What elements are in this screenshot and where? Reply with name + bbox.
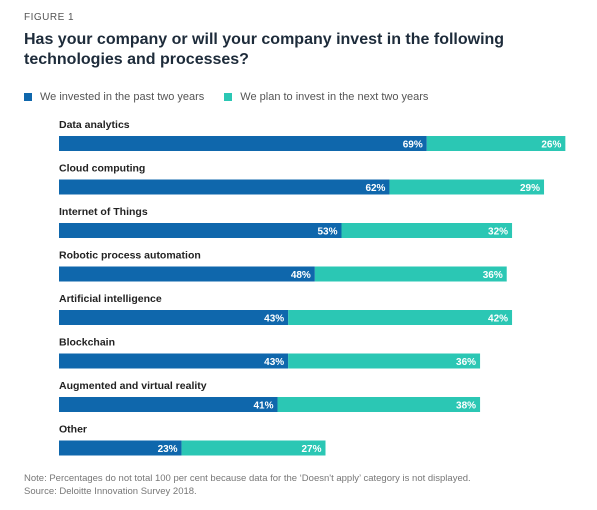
value-label-plan: 36%	[456, 357, 476, 368]
legend-label-invested: We invested in the past two years	[40, 91, 205, 103]
value-label-invested: 43%	[264, 314, 284, 325]
category-label: Robotic process automation	[59, 250, 201, 262]
value-label-plan: 32%	[488, 227, 508, 238]
value-label-plan: 38%	[456, 401, 476, 412]
bar-plan	[426, 136, 566, 151]
bar-invested	[59, 266, 315, 282]
value-label-plan: 27%	[301, 444, 321, 455]
value-label-invested: 43%	[264, 357, 284, 368]
value-label-invested: 53%	[317, 227, 337, 238]
source-text: Source: Deloitte Innovation Survey 2018.	[24, 486, 197, 497]
bar-plan	[341, 223, 513, 238]
bar-plan	[181, 440, 326, 456]
legend-item-invested: We invested in the past two years	[24, 91, 204, 103]
category-label: Internet of Things	[59, 206, 148, 218]
value-label-invested: 23%	[158, 444, 178, 455]
category-label: Other	[59, 424, 87, 436]
figure-label: FIGURE 1	[24, 12, 75, 23]
value-label-invested: 62%	[365, 183, 385, 194]
value-label-plan: 26%	[541, 140, 561, 151]
bar-plan	[314, 266, 507, 282]
bar-invested	[59, 397, 278, 412]
note-text: Note: Percentages do not total 100 per c…	[24, 473, 471, 484]
bar-plan	[288, 353, 481, 369]
value-label-invested: 41%	[254, 401, 274, 412]
bar-invested	[59, 353, 289, 369]
value-label-invested: 69%	[403, 140, 423, 151]
category-label: Data analytics	[59, 119, 130, 131]
value-label-plan: 29%	[520, 183, 540, 194]
bar-plan	[277, 397, 481, 412]
legend-swatch-plan	[224, 93, 233, 101]
category-label: Cloud computing	[59, 163, 145, 175]
chart-title: Has your company or will your company in…	[24, 31, 505, 68]
stacked-bar-chart: Data analytics 69% 26% Cloud computing 62% 29…	[59, 119, 566, 456]
value-label-plan: 42%	[488, 314, 508, 325]
category-label: Artificial intelligence	[59, 293, 162, 305]
chart-notes: Note: Percentages do not total 100 per c…	[24, 472, 471, 498]
bar-plan	[288, 310, 513, 325]
legend-swatch-invested	[24, 93, 32, 101]
bar-invested	[59, 136, 427, 151]
category-label: Blockchain	[59, 337, 115, 349]
value-label-plan: 36%	[483, 270, 503, 281]
category-label: Augmented and virtual reality	[59, 380, 207, 392]
bar-invested	[59, 440, 182, 456]
legend-label-plan: We plan to invest in the next two years	[240, 91, 429, 103]
bar-plan	[389, 179, 545, 195]
value-label-invested: 48%	[291, 270, 311, 281]
legend-item-plan: We plan to invest in the next two years	[224, 91, 428, 103]
bar-invested	[59, 310, 289, 325]
bar-invested	[59, 223, 342, 238]
bar-invested	[59, 179, 390, 195]
chart-legend: We invested in the past two years We pla…	[24, 91, 448, 103]
